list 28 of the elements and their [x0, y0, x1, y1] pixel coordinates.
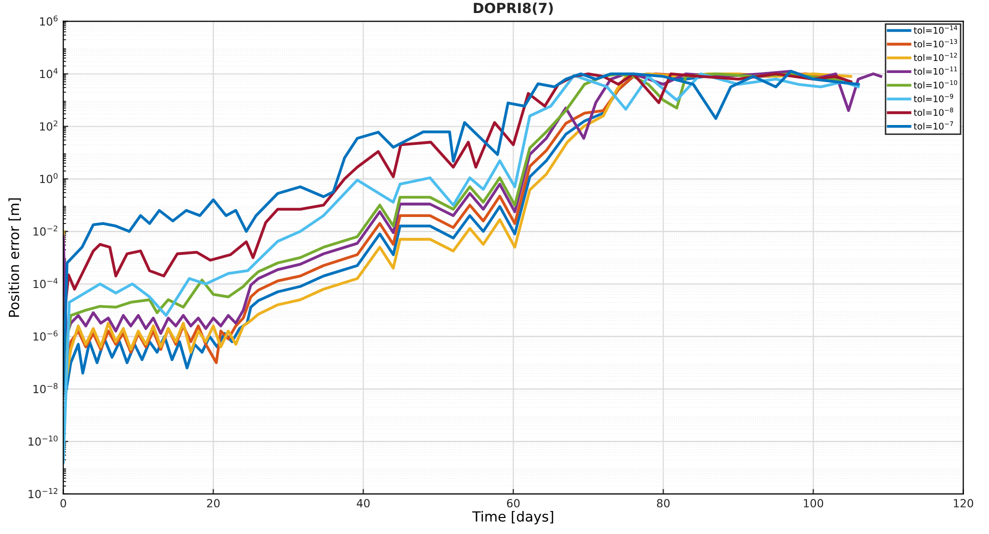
x-tick-label: 20 [207, 499, 220, 508]
x-tick-label: 120 [954, 499, 974, 508]
legend-label: tol=10$^{−10}$ [914, 80, 958, 89]
y-tick-label: 10$^{−8}$ [34, 383, 58, 394]
x-tick-label: 40 [356, 499, 370, 508]
legend-label: tol=10$^{−11}$ [914, 66, 958, 75]
y-tick-label: 10$^{−10}$ [28, 436, 58, 446]
y-tick-label: 10$^{6}$ [40, 15, 58, 26]
legend-label: tol=10$^{−8}$ [914, 108, 954, 116]
y-tick-label: 10$^{0}$ [40, 173, 58, 184]
x-tick-label: 0 [60, 499, 66, 508]
legend-label: tol=10$^{−7}$ [914, 121, 954, 130]
y-tick-label: 10$^{−12}$ [28, 488, 58, 498]
x-tick-label: 60 [507, 499, 520, 508]
y-tick-label: 10$^{−4}$ [34, 278, 58, 288]
legend-label: tol=10$^{−12}$ [914, 52, 957, 62]
y-tick-label: 10$^{−2}$ [34, 226, 58, 236]
legend-label: tol=10$^{−13}$ [914, 39, 958, 48]
chart-title: DOPRI8(7) [474, 2, 553, 15]
y-axis-title: Position error [m] [8, 198, 21, 317]
y-tick-label: 10$^{4}$ [40, 68, 58, 78]
x-tick-label: 80 [656, 499, 670, 508]
x-axis-title: Time [days] [472, 510, 554, 524]
legend-label: tol=10$^{−9}$ [914, 94, 954, 102]
y-tick-label: 10$^{2}$ [40, 120, 58, 131]
x-tick-label: 100 [804, 499, 824, 508]
y-tick-label: 10$^{−6}$ [34, 330, 58, 341]
legend-label: tol=10$^{−14}$ [914, 26, 958, 34]
